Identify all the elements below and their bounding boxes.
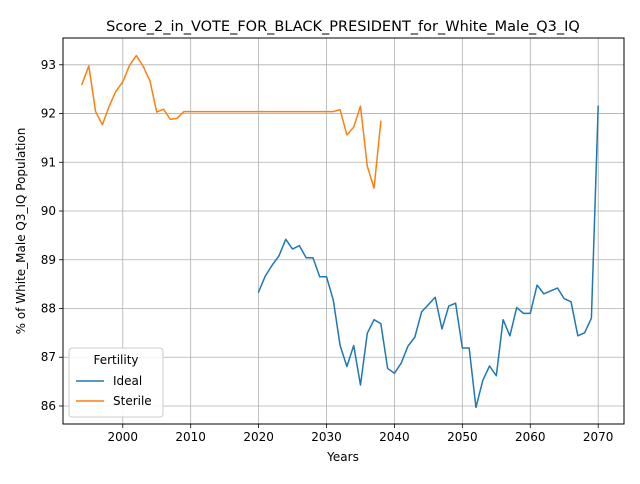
x-tick-label: 2060	[515, 430, 546, 444]
y-tick-label: 89	[41, 253, 56, 267]
series-line-ideal	[257, 105, 599, 409]
x-tick-label: 2050	[447, 430, 478, 444]
y-tick-label: 87	[41, 350, 56, 364]
y-tick-label: 93	[41, 58, 56, 72]
legend-label-sterile: Sterile	[113, 394, 152, 408]
x-axis-label: Years	[326, 450, 359, 464]
y-axis-label: % of White_Male Q3_IQ Population	[14, 128, 28, 335]
series-lines	[81, 54, 599, 409]
y-tick-label: 92	[41, 107, 56, 121]
x-tick-label: 2020	[243, 430, 274, 444]
x-tick-label: 2070	[583, 430, 614, 444]
legend: Fertility Ideal Sterile	[68, 347, 164, 418]
plot-frame	[62, 37, 625, 425]
legend-box	[68, 347, 164, 418]
y-tick-label: 88	[41, 301, 56, 315]
y-tick-label: 91	[41, 155, 56, 169]
grid	[63, 38, 624, 424]
legend-label-ideal: Ideal	[113, 374, 142, 388]
y-axis-ticks: 86 87 88 89 90 91 92 93	[41, 58, 63, 413]
x-tick-label: 2000	[107, 430, 138, 444]
series-line-sterile	[81, 54, 382, 189]
x-axis-ticks: 2000 2010 2020 2030 2040 2050 2060 2070	[107, 424, 613, 444]
legend-title: Fertility	[93, 353, 138, 367]
x-tick-label: 2040	[379, 430, 410, 444]
y-tick-label: 86	[41, 399, 56, 413]
y-tick-label: 90	[41, 204, 56, 218]
chart-title: Score_2_in_VOTE_FOR_BLACK_PRESIDENT_for_…	[106, 19, 580, 35]
x-tick-label: 2030	[311, 430, 342, 444]
x-tick-label: 2010	[175, 430, 206, 444]
